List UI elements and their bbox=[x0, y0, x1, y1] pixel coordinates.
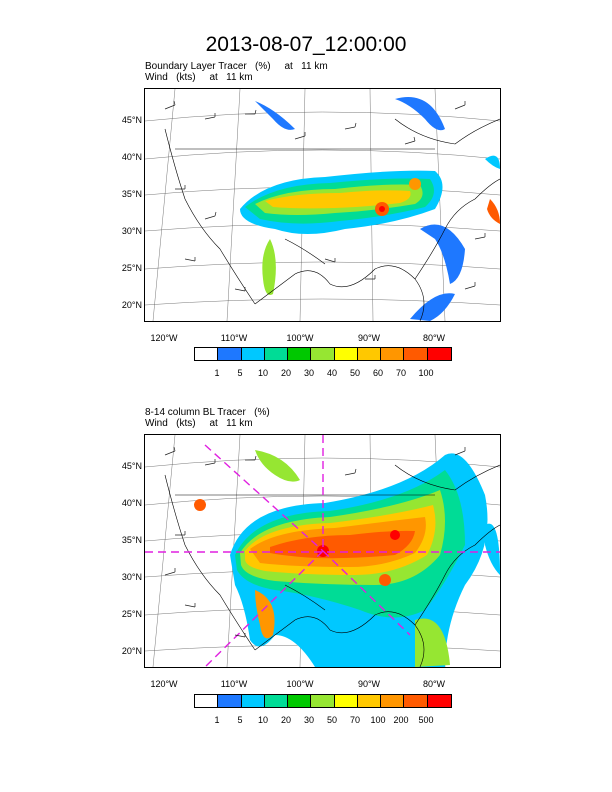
panel2-cb-label: 500 bbox=[418, 715, 434, 725]
colorbar-swatch bbox=[311, 348, 335, 360]
panel1-subtitle: Wind (kts) at 11 km bbox=[145, 72, 253, 83]
panel1-lon-label-80: 80°W bbox=[422, 333, 446, 343]
panel1-lat-label-20: 20°N bbox=[121, 300, 142, 310]
colorbar-swatch bbox=[334, 348, 358, 360]
colorbar-swatch bbox=[381, 695, 405, 707]
panel2-map-canvas bbox=[145, 435, 500, 667]
panel2-cb-label: 30 bbox=[303, 715, 314, 725]
colorbar-swatch bbox=[288, 348, 312, 360]
colorbar-swatch bbox=[288, 695, 312, 707]
panel2-trajectory-lines bbox=[145, 435, 500, 667]
colorbar-swatch bbox=[218, 348, 242, 360]
panel1-lon-label-90: 90°W bbox=[357, 333, 381, 343]
colorbar-swatch bbox=[241, 348, 265, 360]
panel2-lon-label-110: 110°W bbox=[220, 679, 248, 689]
panel1-cb-label: 20 bbox=[280, 368, 291, 378]
panel2-lon-label-100: 100°W bbox=[286, 679, 314, 689]
panel2-lat-label-45: 45°N bbox=[121, 461, 142, 471]
colorbar-swatch bbox=[404, 348, 428, 360]
colorbar-swatch bbox=[381, 348, 405, 360]
colorbar-swatch bbox=[357, 695, 382, 707]
panel1-cb-label: 40 bbox=[326, 368, 337, 378]
colorbar-swatch bbox=[334, 695, 358, 707]
panel2-colorbar-labels: 1 5 10 20 30 50 70 100 200 500 bbox=[0, 715, 612, 727]
panel2-cb-label: 50 bbox=[326, 715, 337, 725]
panel2-cb-label: 200 bbox=[393, 715, 409, 725]
panel1-cb-label: 50 bbox=[349, 368, 360, 378]
colorbar-swatch bbox=[264, 695, 289, 707]
panel1-lat-label-35: 35°N bbox=[121, 189, 142, 199]
panel1-cb-label: 1 bbox=[214, 368, 220, 378]
panel2-cb-label: 100 bbox=[370, 715, 386, 725]
figure-title: 2013-08-07_12:00:00 bbox=[205, 33, 407, 56]
panel2-lat-label-30: 30°N bbox=[121, 572, 142, 582]
colorbar-swatch bbox=[427, 695, 451, 707]
panel1-lon-label-120: 120°W bbox=[150, 333, 178, 343]
panel2-lon-label-90: 90°W bbox=[357, 679, 381, 689]
panel1-cb-label: 30 bbox=[303, 368, 314, 378]
panel1-colorbar-labels: 1 5 10 20 30 40 50 60 70 100 bbox=[0, 368, 612, 380]
panel2-lat-label-40: 40°N bbox=[121, 498, 142, 508]
panel2-cb-label: 70 bbox=[349, 715, 360, 725]
panel2-title: 8-14 column BL Tracer (%) bbox=[145, 407, 270, 418]
panel2-cb-label: 20 bbox=[280, 715, 291, 725]
colorbar-swatch bbox=[264, 348, 289, 360]
panel2-lon-label-120: 120°W bbox=[150, 679, 178, 689]
panel2-cb-label: 1 bbox=[214, 715, 220, 725]
panel1-cb-label: 5 bbox=[237, 368, 243, 378]
panel1-tracer-field bbox=[240, 97, 500, 321]
colorbar-swatch bbox=[357, 348, 382, 360]
panel1-cb-label: 70 bbox=[395, 368, 406, 378]
panel2-colorbar bbox=[194, 694, 452, 708]
panel2-cb-label: 10 bbox=[257, 715, 268, 725]
panel1-cb-label: 10 bbox=[257, 368, 268, 378]
colorbar-swatch bbox=[404, 695, 428, 707]
panel1-lon-label-100: 100°W bbox=[286, 333, 314, 343]
panel2-tracer-field bbox=[194, 450, 500, 667]
colorbar-swatch bbox=[195, 348, 219, 360]
panel2-lat-label-35: 35°N bbox=[121, 535, 142, 545]
colorbar-swatch bbox=[195, 695, 219, 707]
panel1-cb-label: 100 bbox=[418, 368, 434, 378]
panel2-subtitle: Wind (kts) at 11 km bbox=[145, 418, 253, 429]
panel1-map bbox=[144, 88, 501, 322]
panel1-lat-label-45: 45°N bbox=[121, 115, 142, 125]
panel1-lat-label-40: 40°N bbox=[121, 152, 142, 162]
panel1-coastlines bbox=[164, 118, 500, 321]
colorbar-swatch bbox=[241, 695, 265, 707]
panel1-map-canvas bbox=[145, 89, 500, 321]
colorbar-swatch bbox=[427, 348, 451, 360]
colorbar-swatch bbox=[218, 695, 242, 707]
panel2-lon-label-80: 80°W bbox=[422, 679, 446, 689]
colorbar-swatch bbox=[311, 695, 335, 707]
panel1-colorbar bbox=[194, 347, 452, 361]
panel1-lon-label-110: 110°W bbox=[220, 333, 248, 343]
panel1-cb-label: 60 bbox=[372, 368, 383, 378]
panel1-lat-label-25: 25°N bbox=[121, 263, 142, 273]
panel2-lat-label-20: 20°N bbox=[121, 646, 142, 656]
panel2-lat-label-25: 25°N bbox=[121, 609, 142, 619]
panel2-coastlines bbox=[164, 464, 500, 667]
panel1-lat-label-30: 30°N bbox=[121, 226, 142, 236]
panel2-map bbox=[144, 434, 501, 668]
panel2-wind-barbs bbox=[164, 446, 466, 638]
panel1-wind-barbs bbox=[164, 100, 486, 292]
panel2-cb-label: 5 bbox=[237, 715, 243, 725]
panel1-title: Boundary Layer Tracer (%) at 11 km bbox=[145, 61, 328, 72]
